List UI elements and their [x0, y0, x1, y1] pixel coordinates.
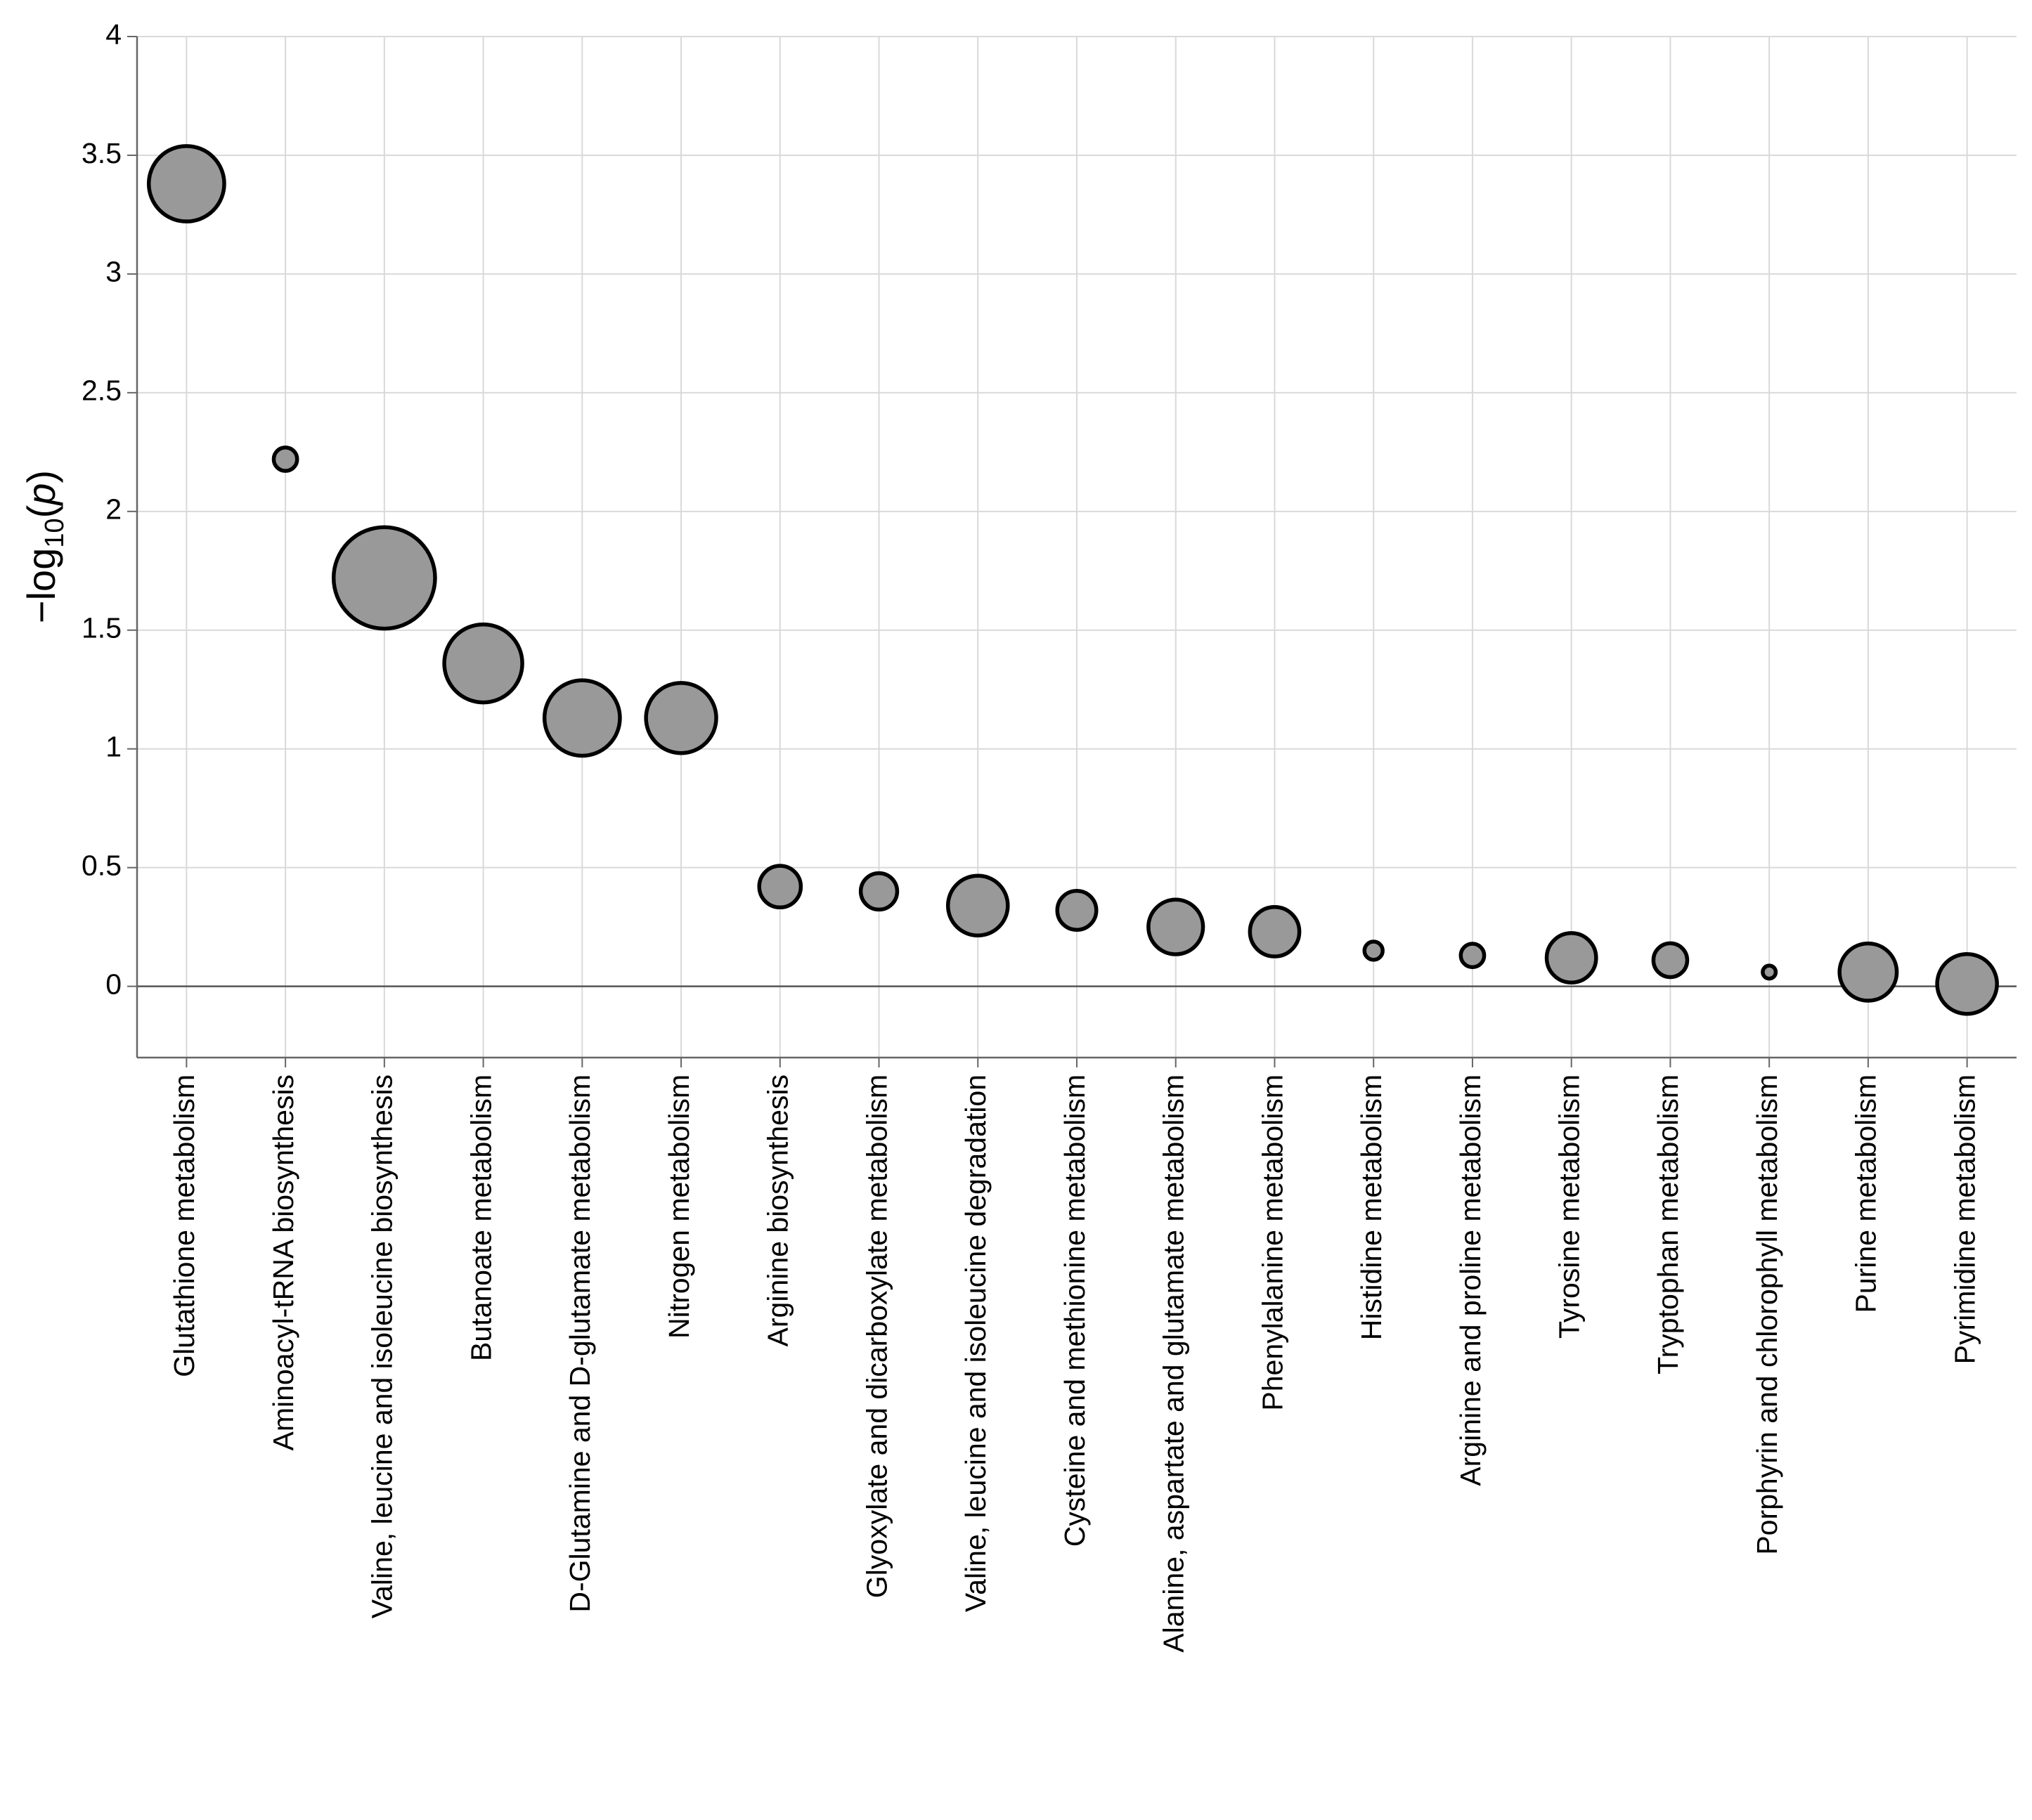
- x-tick-label: Glyoxylate and dicarboxylate metabolism: [860, 1074, 893, 1598]
- bubble: [442, 622, 524, 705]
- bubble: [271, 446, 299, 473]
- x-tick-label: Cysteine and methionine metabolism: [1059, 1074, 1091, 1547]
- x-tick-label: Glutathione metabolism: [168, 1074, 200, 1377]
- x-tick-label: Tryptophan metabolism: [1652, 1074, 1684, 1374]
- y-label-var: p: [19, 483, 63, 507]
- y-tick-label: 0: [105, 968, 122, 1000]
- y-tick-label: 3: [105, 256, 122, 288]
- y-tick-label: 4: [105, 18, 122, 51]
- x-tick-label: Arginine biosynthesis: [762, 1074, 794, 1346]
- y-tick-label: 1.5: [82, 612, 122, 644]
- bubble: [1362, 940, 1385, 962]
- y-tick-label: 3.5: [82, 137, 122, 169]
- bubble: [1761, 963, 1778, 981]
- bubble: [1458, 942, 1487, 970]
- x-tick-label: Nitrogen metabolism: [663, 1074, 695, 1339]
- bubble: [858, 871, 900, 912]
- bubble: [1055, 888, 1099, 932]
- y-tick-label: 2.5: [82, 375, 122, 407]
- bubble: [1837, 941, 1899, 1003]
- x-tick-label: Valine, leucine and isoleucine biosynthe…: [366, 1074, 399, 1618]
- bubble: [1935, 951, 1999, 1016]
- x-tick-label: Porphyrin and chlorophyll metabolism: [1751, 1074, 1783, 1555]
- bubble: [1651, 941, 1690, 980]
- x-tick-label: Purine metabolism: [1850, 1074, 1882, 1313]
- y-tick-label: 1: [105, 731, 122, 763]
- y-label-part: ): [19, 470, 63, 483]
- y-label-sub: 10: [40, 518, 70, 547]
- bubble: [1248, 905, 1302, 958]
- x-tick-label: D-Glutamine and D-glutamate metabolism: [564, 1074, 596, 1613]
- x-tick-label: Valine, leucine and isoleucine degradati…: [959, 1074, 992, 1612]
- y-axis-label: −log10(p): [19, 470, 70, 623]
- bubble: [1544, 931, 1598, 984]
- y-label-part: (: [19, 505, 63, 518]
- y-tick-label: 0.5: [82, 850, 122, 882]
- bubble: [331, 525, 437, 631]
- x-tick-label: Tyrosine metabolism: [1553, 1074, 1586, 1339]
- x-tick-label: Arginine and proline metabolism: [1454, 1074, 1487, 1486]
- x-tick-label: Phenylalanine metabolism: [1256, 1074, 1288, 1411]
- y-label-part: −log: [19, 548, 63, 623]
- bubble: [644, 681, 718, 755]
- bubble: [542, 678, 622, 758]
- x-tick-label: Pyrimidine metabolism: [1948, 1074, 1981, 1364]
- y-tick-label: 2: [105, 493, 122, 526]
- x-tick-label: Alanine, aspartate and glutamate metabol…: [1158, 1074, 1190, 1653]
- x-tick-label: Histidine metabolism: [1355, 1074, 1387, 1340]
- bubble: [757, 864, 803, 910]
- bubble: [1146, 897, 1205, 956]
- x-tick-label: Butanoate metabolism: [465, 1074, 497, 1361]
- x-tick-label: Aminoacyl-tRNA biosynthesis: [267, 1074, 299, 1450]
- bubble: [146, 144, 226, 223]
- bubble: [945, 873, 1010, 938]
